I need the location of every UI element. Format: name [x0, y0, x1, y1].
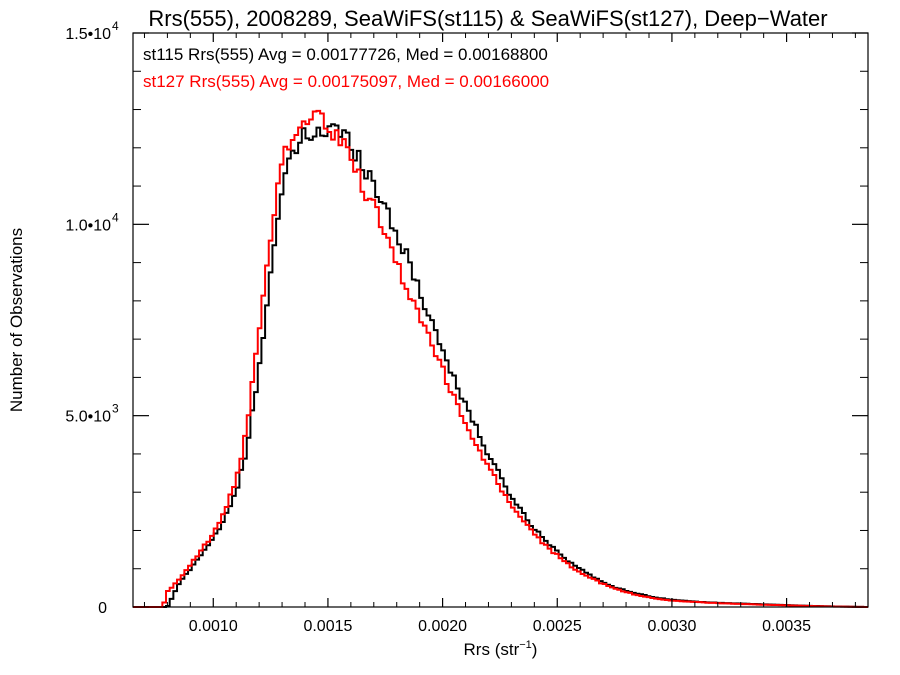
x-tick-label: 0.0025: [533, 618, 582, 635]
series-layer: [133, 109, 868, 608]
x-axis-label: Rrs (str−1): [464, 639, 538, 659]
y-tick-label: 1.0•10: [65, 217, 111, 234]
chart-title: Rrs(555), 2008289, SeaWiFS(st115) & SeaW…: [148, 6, 827, 31]
y-tick-label: 0: [98, 600, 107, 617]
plot-frame: [132, 32, 869, 608]
y-tick-exponent: 4: [112, 19, 119, 33]
x-tick-label: 0.0030: [647, 618, 696, 635]
y-tick-exponent: 4: [112, 210, 119, 224]
legend: st115 Rrs(555) Avg = 0.00177726, Med = 0…: [143, 45, 549, 91]
x-tick-label: 0.0020: [418, 618, 467, 635]
y-tick-label: 1.5•10: [65, 26, 111, 43]
legend-entry-st127: st127 Rrs(555) Avg = 0.00175097, Med = 0…: [143, 72, 549, 91]
x-tick-label: 0.0010: [189, 618, 238, 635]
legend-entry-st115: st115 Rrs(555) Avg = 0.00177726, Med = 0…: [143, 45, 548, 64]
axis-layer: 0.0010 0.0015 0.0020 0.0025 0.0030 0.0035 0 5.0…: [65, 19, 868, 635]
x-tick-label: 0.0015: [303, 618, 352, 635]
y-axis-label: Number of Observations: [7, 228, 26, 412]
y-tick-exponent: 3: [112, 402, 119, 416]
series-st115-line: [133, 123, 868, 608]
x-tick-label: 0.0035: [762, 618, 811, 635]
y-tick-label: 5.0•10: [65, 409, 111, 426]
series-st127-line: [133, 109, 868, 608]
